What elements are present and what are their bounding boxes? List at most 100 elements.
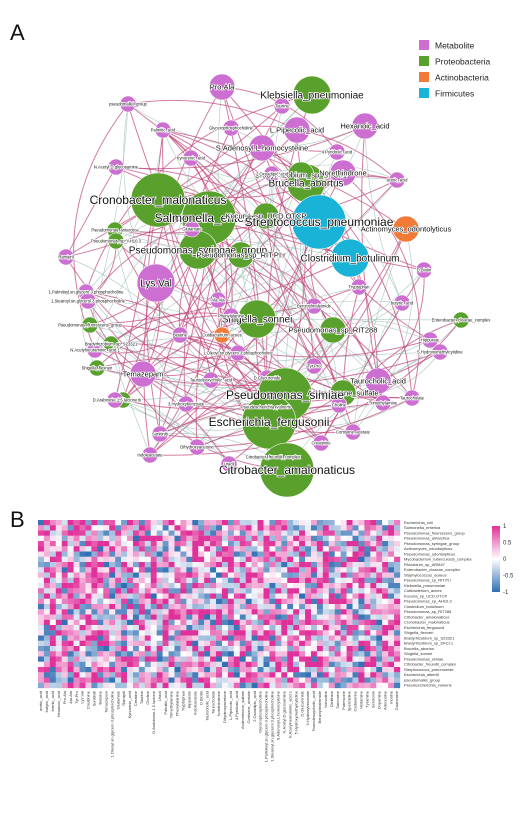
heatmap-cell	[38, 583, 45, 589]
heatmap-col-label: 3.Hydroxybenzoate	[305, 690, 310, 725]
heatmap-cell	[382, 661, 389, 668]
network-edge	[73, 103, 129, 351]
heatmap-cell	[370, 682, 377, 689]
network-edge	[342, 172, 421, 399]
heatmap-cell	[376, 530, 383, 536]
heatmap-cell	[49, 682, 56, 689]
node-label-actinomyces-odontolyticus: Actinomyces_odontolyticus	[361, 225, 452, 234]
heatmap-col-label: Glutamate	[115, 690, 120, 709]
node-label-cortisone-acetate: Cortisone_acetate	[336, 429, 371, 434]
heatmap-cell	[168, 556, 175, 563]
heatmap-cell	[38, 682, 45, 689]
heatmap-cell	[316, 572, 323, 578]
heatmap-cell	[394, 661, 401, 668]
heatmap-cell	[352, 530, 359, 536]
heatmap-cell	[376, 588, 383, 594]
heatmap-cell	[144, 604, 151, 610]
heatmap-cell	[364, 614, 371, 620]
heatmap-col-label: Inosine	[388, 690, 393, 704]
heatmap-cell	[192, 667, 199, 673]
heatmap-cell	[364, 562, 371, 568]
heatmap-cell	[310, 520, 318, 526]
heatmap-cell	[204, 625, 211, 631]
heatmap-cell	[38, 567, 45, 573]
heatmap-cell	[310, 651, 318, 657]
heatmap-cell	[180, 625, 187, 631]
heatmap-cell	[97, 541, 104, 547]
heatmap-cell	[198, 667, 205, 673]
heatmap-cell	[127, 593, 134, 599]
heatmap-cell	[227, 541, 234, 547]
node-shigella-flexneri	[88, 359, 106, 377]
heatmap-cell	[370, 604, 377, 610]
network-edge	[256, 318, 462, 321]
heatmap-cell	[85, 546, 92, 552]
node-indoleacetate	[141, 446, 159, 464]
heatmap-cell	[233, 567, 240, 573]
heatmap-cell	[340, 562, 347, 568]
heatmap-cell	[257, 541, 264, 547]
heatmap-cell	[127, 646, 134, 652]
heatmap-cell	[174, 682, 181, 689]
panel-a-letter: A	[10, 20, 25, 45]
heatmap-cell	[239, 551, 246, 557]
heatmap-cell	[263, 525, 270, 531]
heatmap-cell	[198, 546, 205, 552]
heatmap-cell	[376, 651, 383, 657]
heatmap-col-label: Androsterone_sulfate	[240, 690, 245, 729]
heatmap-cell	[263, 682, 270, 689]
heatmap-cell	[115, 630, 122, 636]
heatmap-cell	[316, 567, 323, 573]
heatmap-cell	[299, 640, 306, 647]
heatmap-cell	[382, 577, 389, 584]
network-edge	[115, 240, 187, 405]
heatmap-cell	[376, 609, 383, 615]
heatmap-cell	[340, 525, 347, 531]
heatmap-cell	[376, 619, 383, 626]
heatmap-cell	[91, 572, 98, 578]
heatmap-cell	[334, 609, 341, 615]
heatmap-cell	[388, 640, 395, 647]
heatmap-cell	[127, 530, 134, 536]
node-bradyrhizobium-sp-dfci-1	[287, 161, 315, 189]
heatmap-cell	[257, 672, 264, 678]
heatmap-cell	[269, 588, 276, 594]
heatmap-cell	[370, 651, 377, 657]
heatmap-cell	[334, 630, 341, 636]
heatmap-cell	[43, 604, 51, 610]
heatmap-cell	[55, 640, 62, 647]
network-edge	[65, 166, 117, 258]
heatmap-cell	[174, 562, 181, 568]
heatmap-cell	[239, 646, 246, 652]
heatmap-cell	[61, 630, 68, 636]
heatmap-cell	[322, 672, 329, 678]
heatmap-cell	[127, 551, 134, 557]
heatmap-cell	[79, 677, 86, 683]
node-butyric-acid	[393, 294, 411, 312]
heatmap-cell	[352, 556, 359, 563]
heatmap-cell	[186, 583, 193, 589]
heatmap-cell	[305, 651, 312, 657]
heatmap-cell	[61, 661, 68, 668]
heatmap-cell	[85, 640, 92, 647]
node-norethindrone	[329, 159, 357, 187]
heatmap-cell	[192, 530, 199, 536]
node-label-citrobacter-amalonaticus: Citrobacter_amalonaticus	[219, 463, 355, 477]
heatmap-cell	[103, 520, 110, 526]
heatmap-cell	[269, 630, 276, 636]
heatmap-cell	[287, 625, 294, 631]
heatmap-cell	[388, 598, 395, 605]
heatmap-cell	[316, 661, 323, 668]
node-label-ramipril: Ramipril	[58, 254, 73, 259]
heatmap-cell	[346, 562, 353, 568]
heatmap-cell	[210, 682, 217, 689]
heatmap-cell	[121, 525, 128, 531]
heatmap-cell	[394, 588, 401, 594]
heatmap-cell	[394, 604, 401, 610]
heatmap-cell	[322, 562, 329, 568]
heatmap-cell	[316, 577, 323, 584]
heatmap-cell	[186, 635, 193, 641]
network-edge	[358, 286, 431, 341]
heatmap-cell	[115, 619, 122, 626]
heatmap-cell	[299, 614, 306, 620]
